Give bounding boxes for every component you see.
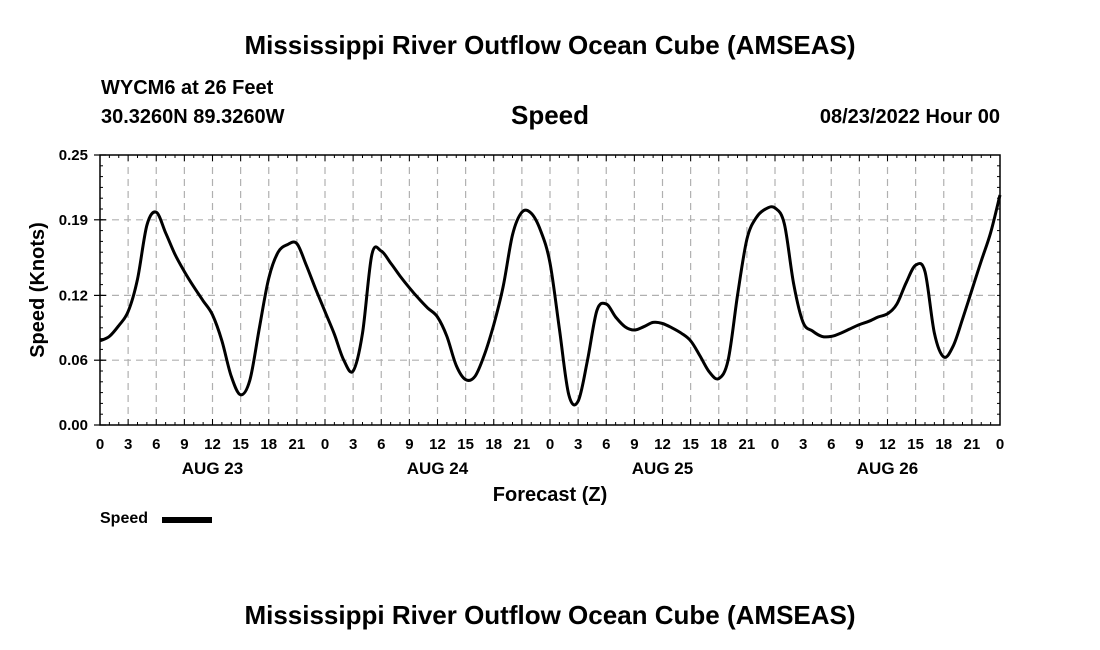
x-tick-label: 12: [429, 436, 446, 453]
plot-title: Speed: [510, 100, 590, 130]
x-axis-title: Forecast (Z): [493, 484, 607, 506]
y-tick-label: 0.19: [59, 212, 88, 229]
x-tick-label: 21: [514, 436, 531, 453]
x-tick-label: 18: [260, 436, 277, 453]
x-tick-label: 21: [739, 436, 756, 453]
legend-label: Speed: [100, 510, 149, 527]
day-label: AUG 26: [857, 459, 918, 478]
x-tick-label: 21: [289, 436, 306, 453]
footer-title: Mississippi River Outflow Ocean Cube (AM…: [244, 600, 856, 630]
x-tick-label: 9: [855, 436, 863, 453]
speed-series-line: [99, 194, 1002, 407]
x-tick-label: 21: [964, 436, 981, 453]
forecast-datetime: 08/23/2022 Hour 00: [819, 106, 1000, 128]
x-tick-label: 3: [799, 436, 807, 453]
x-tick-label: 0: [996, 436, 1004, 453]
day-label: AUG 23: [182, 459, 243, 478]
grid-layer: [100, 155, 1000, 425]
legend-line-swatch: [162, 517, 212, 523]
day-label: AUG 25: [632, 459, 693, 478]
coordinates-label: 30.3260N 89.3260W: [101, 106, 285, 128]
chart-title: Mississippi River Outflow Ocean Cube (AM…: [244, 30, 856, 60]
x-tick-label: 18: [935, 436, 952, 453]
x-tick-label: 3: [349, 436, 357, 453]
x-tick-label: 0: [546, 436, 554, 453]
x-tick-label: 12: [879, 436, 896, 453]
day-label: AUG 24: [407, 459, 469, 478]
x-tick-label: 6: [152, 436, 160, 453]
x-tick-label: 12: [204, 436, 221, 453]
x-tick-label: 15: [232, 436, 249, 453]
x-tick-label: 0: [96, 436, 104, 453]
data-layer: [99, 194, 1002, 407]
x-tick-label: 0: [771, 436, 779, 453]
x-tick-label: 15: [907, 436, 924, 453]
x-tick-label: 3: [574, 436, 582, 453]
station-label: WYCM6 at 26 Feet: [101, 77, 274, 99]
x-tick-label: 9: [405, 436, 413, 453]
y-tick-label: 0.25: [59, 147, 88, 164]
x-tick-label: 3: [124, 436, 132, 453]
x-tick-label: 6: [827, 436, 835, 453]
axis-layer: 0 3 6 9 12 15 18 21 0 3 6 9 12 15 18 21 0 3 6 9 12 15 18 21 0 3 6 9…: [59, 147, 1004, 478]
y-axis-title: Speed (Knots): [27, 222, 49, 358]
x-tick-label: 12: [654, 436, 671, 453]
x-tick-label: 18: [710, 436, 727, 453]
y-tick-label: 0.06: [59, 352, 88, 369]
x-tick-label: 0: [321, 436, 329, 453]
y-tick-label: 0.00: [59, 417, 88, 434]
x-tick-label: 6: [377, 436, 385, 453]
x-tick-label: 9: [630, 436, 638, 453]
x-tick-label: 18: [485, 436, 502, 453]
y-tick-label: 0.12: [59, 287, 88, 304]
x-tick-label: 15: [457, 436, 474, 453]
x-tick-label: 9: [180, 436, 188, 453]
x-tick-label: 6: [602, 436, 610, 453]
x-tick-label: 15: [682, 436, 699, 453]
